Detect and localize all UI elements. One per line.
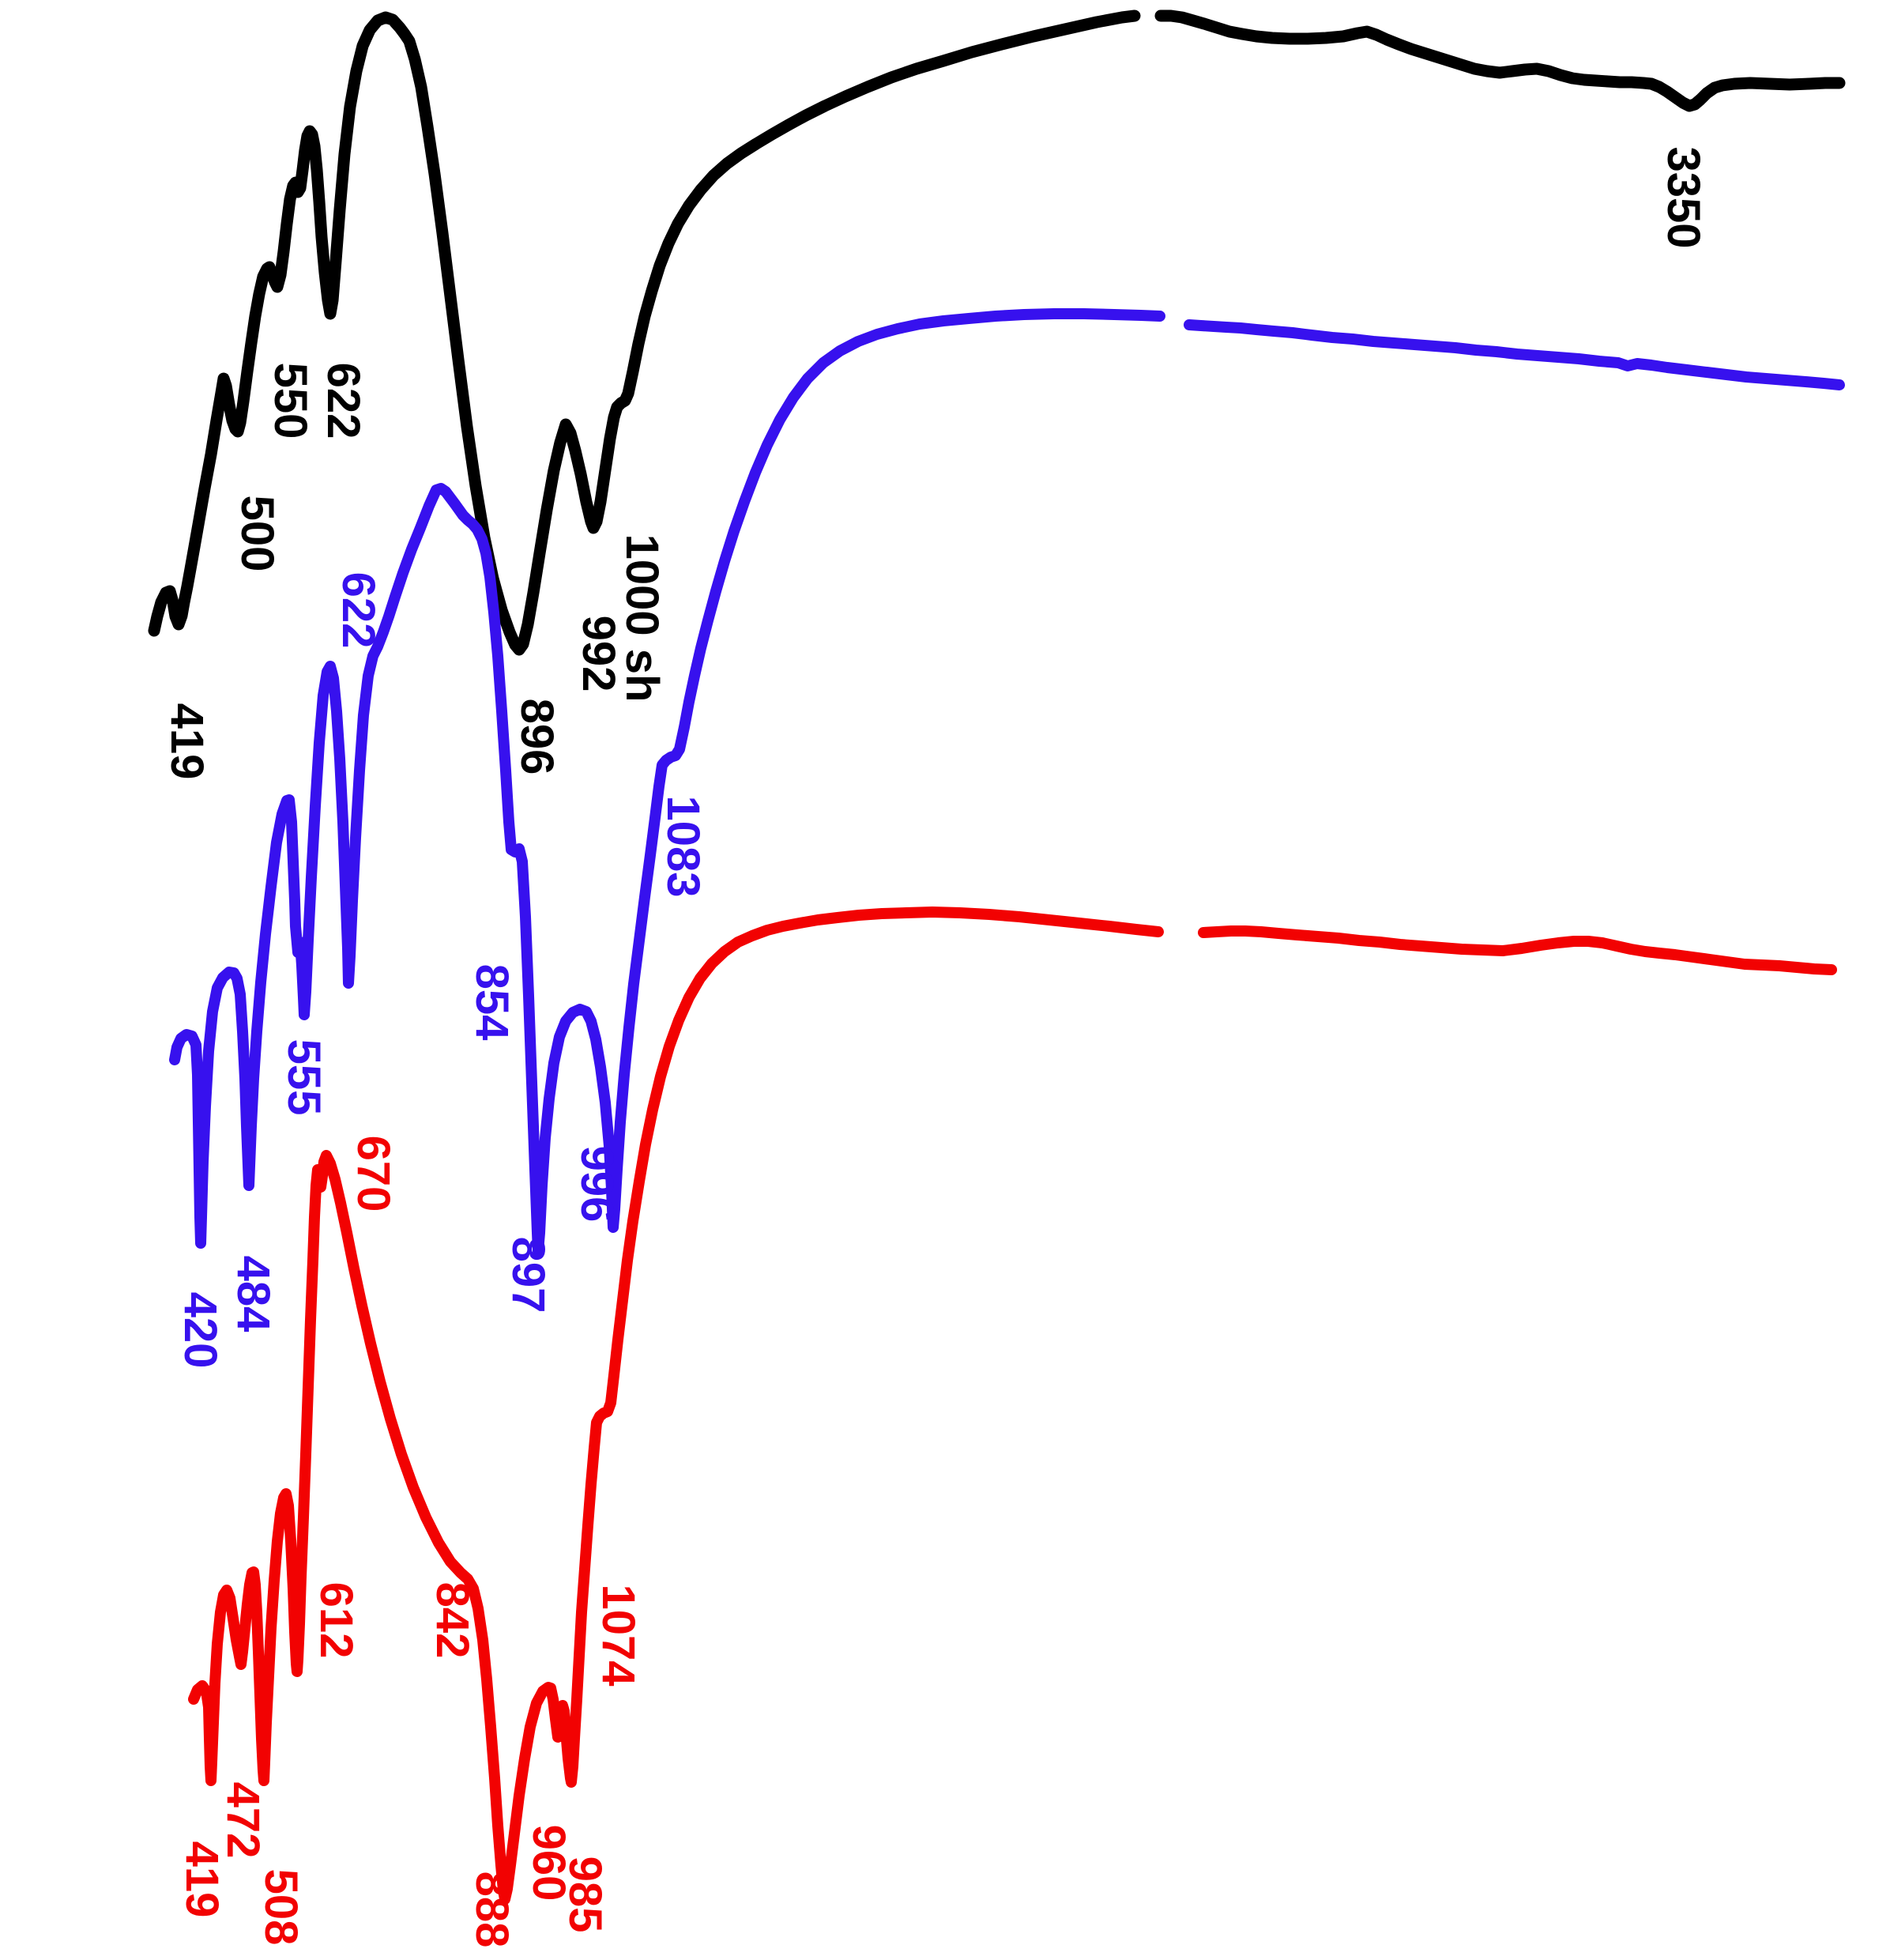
spectrum-red-curve-segment-2 [1198, 925, 1837, 975]
peak-label-red-508: 508 [255, 1868, 307, 1946]
peak-label-red-842: 842 [427, 1581, 478, 1659]
spectrum-blue-curve-segment-2 [1184, 319, 1845, 390]
peak-label-blue-484: 484 [228, 1255, 279, 1332]
peak-label-black-500: 500 [232, 495, 283, 572]
peak-label-black-1000-sh: 1000 sh [616, 533, 668, 703]
peak-label-blue-897: 897 [503, 1236, 554, 1314]
spectrum-red-curve-segment-1 [188, 906, 1164, 1905]
peak-label-blue-555: 555 [278, 1038, 329, 1116]
peak-label-black-3350: 3350 [1658, 146, 1709, 249]
peak-label-red-1074: 1074 [593, 1584, 644, 1687]
peak-label-red-888: 888 [466, 1871, 518, 1948]
spectrum-black-curve-segment-2 [1154, 9, 1846, 112]
peak-label-black-896: 896 [511, 698, 563, 775]
peak-label-black-419: 419 [161, 703, 213, 780]
spectrum-black-curve-segment-1 [148, 9, 1141, 656]
peak-label-blue-996: 996 [571, 1145, 623, 1223]
peak-label-blue-854: 854 [466, 963, 518, 1041]
peak-label-black-622: 622 [318, 362, 369, 439]
peak-label-red-472: 472 [217, 1781, 269, 1859]
spectrum-blue-curve-segment-1 [169, 308, 1165, 1257]
peak-label-red-670: 670 [348, 1135, 399, 1212]
peak-label-blue-420: 420 [175, 1291, 226, 1369]
peak-label-red-985: 985 [559, 1856, 611, 1933]
peak-label-blue-622: 622 [333, 571, 384, 649]
peak-label-blue-1083: 1083 [657, 795, 709, 898]
peak-label-black-550: 550 [265, 362, 316, 439]
peak-label-red-612: 612 [311, 1581, 362, 1659]
peak-label-black-992: 992 [573, 615, 624, 692]
